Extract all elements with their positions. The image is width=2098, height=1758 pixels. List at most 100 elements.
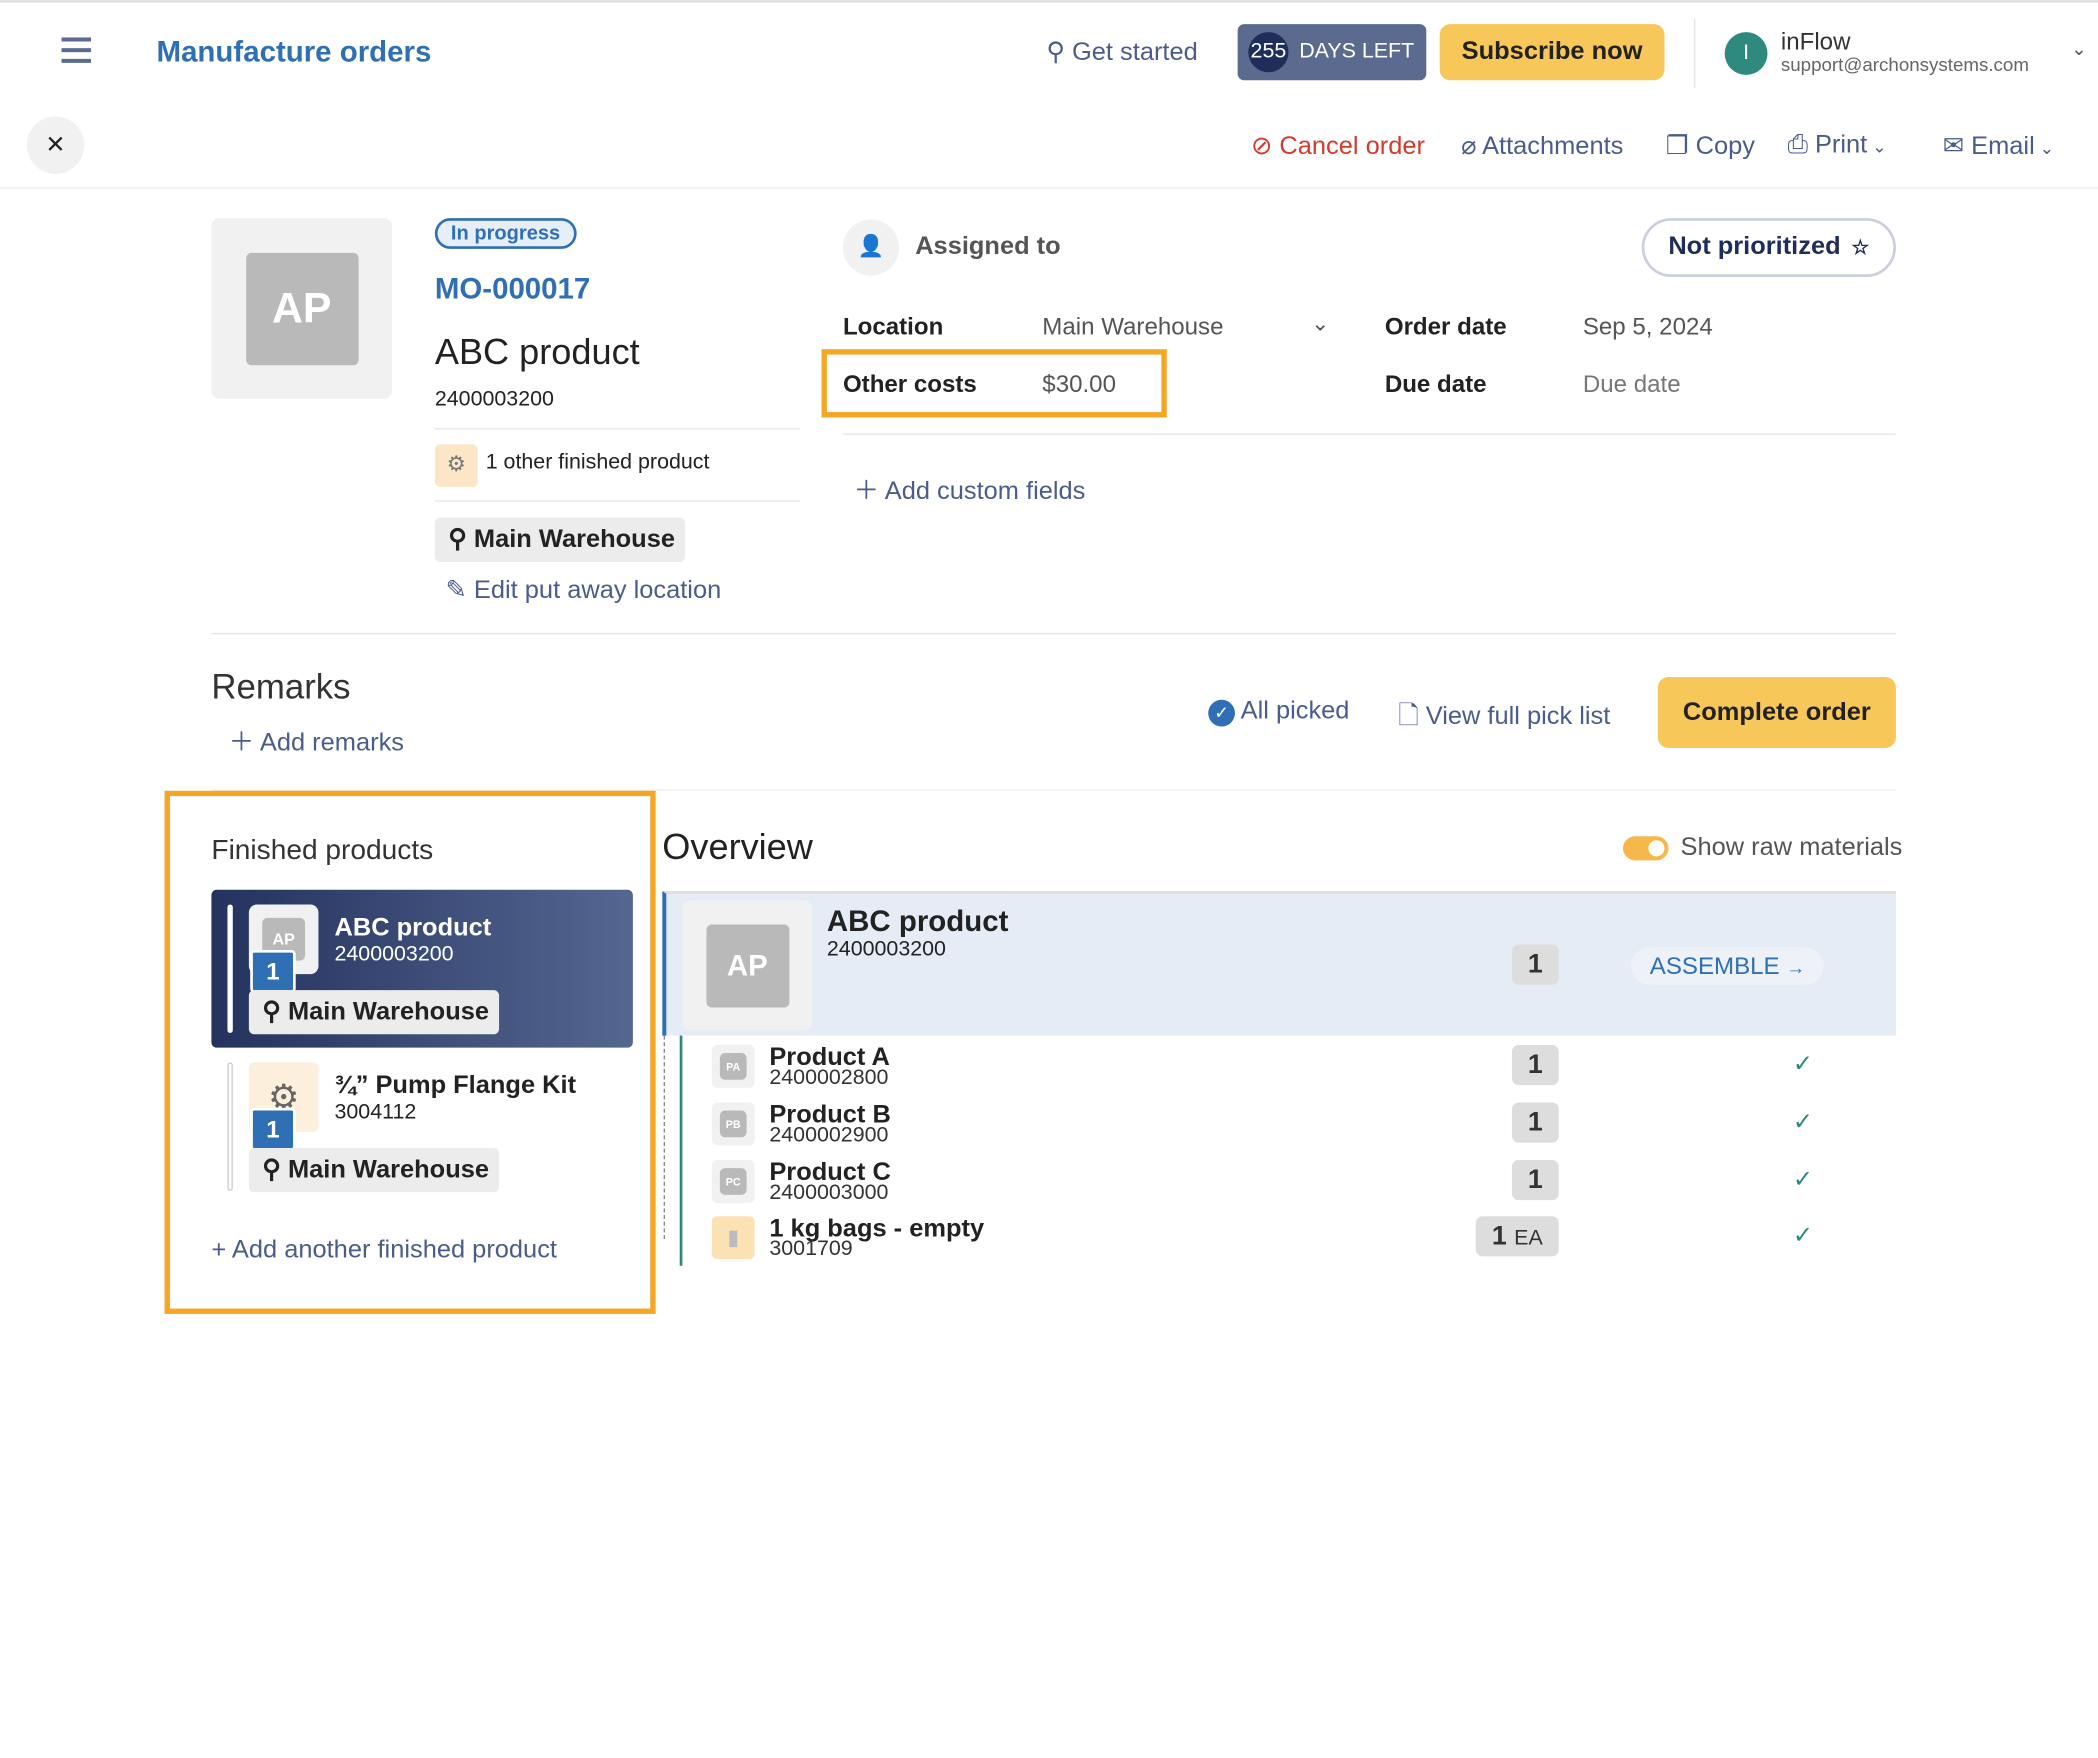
product-name: ABC product	[434, 331, 640, 372]
show-raw-materials-toggle[interactable]	[1622, 836, 1669, 861]
trial-days-badge[interactable]: 255 DAYS LEFT	[1237, 24, 1427, 81]
chevron-down-icon: ⌄	[1867, 136, 1887, 157]
placeholder-box-icon: PB	[719, 1110, 747, 1138]
other-costs-label: Other costs	[842, 370, 977, 398]
all-picked-status: ✓ All picked	[1208, 697, 1349, 727]
selection-bar	[227, 1062, 233, 1191]
pencil-icon: ✎	[445, 576, 474, 605]
placeholder-box-icon: PA	[719, 1053, 747, 1080]
placeholder-box-icon: AP	[245, 252, 358, 365]
location-select[interactable]: Main Warehouse	[1042, 313, 1224, 340]
menu-icon[interactable]	[61, 37, 91, 63]
account-email: support@archonsystems.com	[1780, 53, 2029, 75]
raw-material-qty: 1	[1511, 1102, 1559, 1143]
edit-putaway-link[interactable]: ✎ Edit put away location	[445, 576, 722, 605]
priority-button[interactable]: Not prioritized ☆	[1641, 218, 1896, 277]
days-label: DAYS LEFT	[1299, 40, 1415, 63]
divider	[842, 433, 1896, 435]
product-thumb: AP	[682, 900, 813, 1031]
status-badge: In progress	[434, 218, 577, 249]
raw-material-sku: 2400002800	[769, 1066, 889, 1090]
add-remarks-link[interactable]: ＋ Add remarks	[228, 729, 404, 758]
document-icon: 🗋	[1398, 702, 1426, 731]
get-started-link[interactable]: ⚲ Get started	[1046, 38, 1198, 67]
raw-material-thumb: PB	[711, 1102, 755, 1146]
placeholder-box-icon: PC	[719, 1168, 747, 1195]
cancel-icon: ⊘	[1251, 132, 1280, 161]
picked-check-icon: ✓	[1792, 1221, 1814, 1249]
overview-main-row	[662, 891, 1896, 1036]
complete-order-button[interactable]: Complete order	[1657, 677, 1896, 748]
printer-icon: ⎙	[1787, 131, 1815, 160]
map-pin-icon: ⚲	[262, 998, 288, 1027]
view-pick-list-link[interactable]: 🗋 View full pick list	[1398, 702, 1611, 731]
copy-button[interactable]: ❐ Copy	[1665, 132, 1756, 161]
remarks-title: Remarks	[211, 666, 351, 707]
check-circle-icon: ✓	[1208, 699, 1235, 727]
divider	[0, 187, 2098, 189]
divider	[1693, 18, 1696, 89]
plus-icon: ＋	[853, 477, 885, 506]
raw-material-thumb: PA	[711, 1044, 755, 1088]
copy-icon: ❐	[1665, 132, 1696, 161]
assigned-to-field[interactable]: Assigned to	[915, 232, 1061, 261]
raw-material-name: Product C	[769, 1158, 891, 1187]
other-costs-field[interactable]: $30.00	[1042, 370, 1116, 398]
cancel-order-button[interactable]: ⊘ Cancel order	[1251, 132, 1425, 161]
chevron-down-icon[interactable]: ⌄	[1311, 313, 1330, 336]
envelope-icon: ✉	[1942, 132, 1972, 161]
overview-product-sku: 2400003200	[826, 937, 946, 961]
other-costs-highlight	[821, 349, 1167, 418]
order-number: MO-000017	[434, 271, 591, 306]
bag-icon: ▮	[727, 1226, 740, 1250]
show-raw-materials-label: Show raw materials	[1680, 833, 1903, 862]
raw-material-sku: 2400002900	[769, 1123, 889, 1147]
overview-title: Overview	[662, 826, 813, 868]
uom: EA	[1514, 1226, 1543, 1250]
selection-bar	[227, 904, 233, 1033]
star-icon: ☆	[1851, 236, 1870, 260]
qty-badge: 1	[250, 949, 296, 993]
rocket-icon: ⚲	[1046, 38, 1073, 67]
divider	[434, 428, 801, 430]
tree-connector	[663, 1035, 679, 1239]
email-button[interactable]: ✉ Email ⌄	[1942, 132, 2055, 161]
tree-line	[679, 1035, 683, 1266]
raw-material-qty: 1 EA	[1475, 1216, 1559, 1257]
page-title: Manufacture orders	[156, 34, 432, 69]
finished-product-sku: 3004112	[334, 1101, 417, 1124]
due-date-field[interactable]: Due date	[1582, 370, 1681, 398]
plus-icon: ＋	[228, 729, 260, 758]
avatar[interactable]: I	[1724, 32, 1768, 75]
raw-material-thumb: ▮	[711, 1216, 755, 1260]
location-label: Location	[842, 313, 944, 340]
other-products-link[interactable]: 1 other finished product	[485, 450, 710, 474]
finished-product-name[interactable]: ¾” Pump Flange Kit	[334, 1071, 577, 1100]
add-custom-fields-link[interactable]: ＋ Add custom fields	[853, 477, 1086, 506]
raw-material-qty: 1	[1511, 1160, 1559, 1201]
chevron-down-icon[interactable]: ⌄	[2071, 37, 2087, 59]
product-sku: 2400003200	[434, 388, 554, 411]
location-chip: ⚲ Main Warehouse	[434, 517, 686, 562]
order-date-field[interactable]: Sep 5, 2024	[1582, 313, 1713, 340]
flange-kit-thumb: ⚙	[434, 444, 478, 488]
finished-product-sku: 2400003200	[334, 943, 454, 967]
user-icon[interactable]: 👤	[842, 219, 900, 276]
qty-badge: 1	[250, 1107, 296, 1151]
due-date-label: Due date	[1384, 370, 1487, 398]
days-count: 255	[1248, 32, 1289, 73]
finished-product-name: ABC product	[334, 913, 492, 942]
finished-products-title: Finished products	[211, 834, 434, 866]
subscribe-button[interactable]: Subscribe now	[1439, 24, 1665, 81]
print-button[interactable]: ⎙ Print ⌄	[1787, 131, 1887, 160]
attachments-button[interactable]: ⌀ Attachments	[1461, 132, 1624, 161]
assemble-button[interactable]: ASSEMBLE →	[1631, 947, 1824, 985]
add-finished-product-link[interactable]: + Add another finished product	[211, 1236, 557, 1265]
paperclip-icon: ⌀	[1461, 132, 1483, 161]
divider	[211, 632, 1896, 635]
picked-check-icon: ✓	[1792, 1107, 1814, 1135]
location-chip: ⚲ Main Warehouse	[248, 1148, 500, 1193]
divider	[434, 500, 801, 502]
raw-material-name: Product B	[769, 1101, 891, 1130]
close-icon[interactable]: ✕	[26, 116, 85, 174]
